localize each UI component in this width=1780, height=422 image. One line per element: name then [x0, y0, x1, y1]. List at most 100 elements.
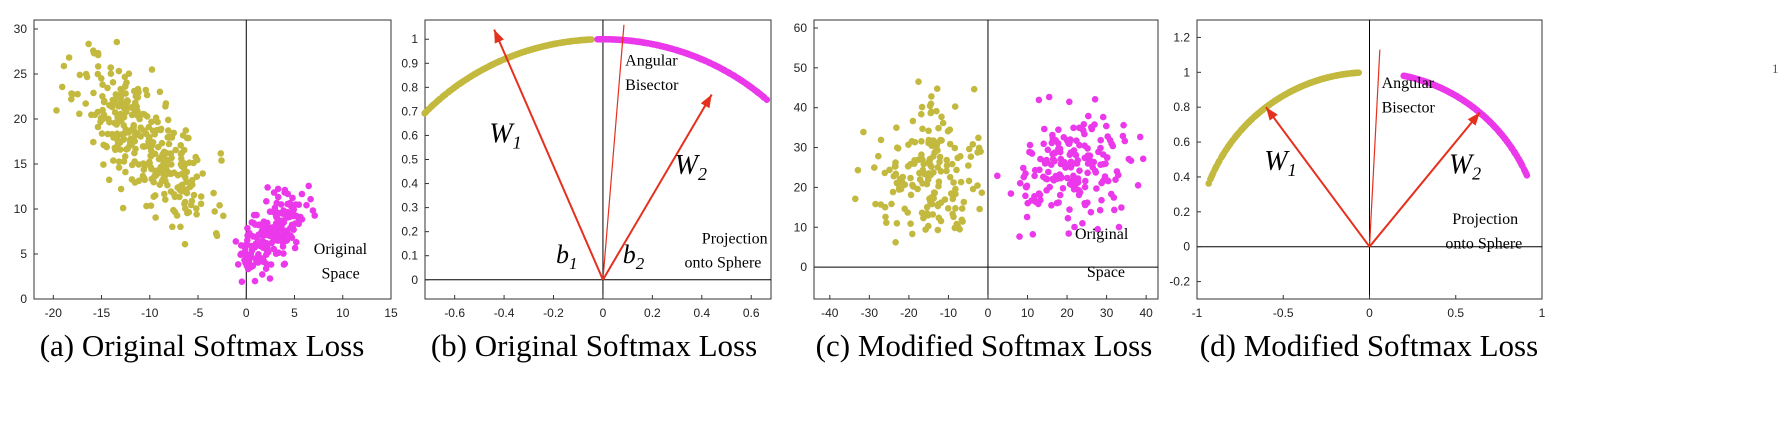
data-point-olive — [154, 118, 161, 126]
data-point-olive — [100, 161, 107, 168]
data-point-magenta — [273, 214, 281, 221]
y-tick-label: 0.4 — [1173, 170, 1190, 184]
data-point-olive — [110, 157, 117, 164]
data-point-olive — [131, 158, 138, 165]
y-tick-label: 50 — [794, 61, 808, 75]
data-point-olive — [934, 147, 941, 154]
data-point-olive — [918, 110, 925, 118]
data-point-olive — [139, 143, 147, 150]
weight-vector-arrow — [602, 94, 713, 281]
data-point-magenta — [1046, 183, 1053, 191]
data-point-olive — [892, 170, 900, 178]
data-point-magenta — [1104, 133, 1111, 140]
data-point-magenta — [1059, 185, 1067, 192]
data-point-magenta — [295, 214, 302, 222]
data-point-olive — [854, 166, 862, 174]
data-point-magenta — [277, 201, 285, 208]
annotation-text: Angular — [625, 53, 678, 70]
y-tick-label: 20 — [14, 112, 28, 126]
y-tick-label: 0.6 — [401, 128, 418, 142]
data-point-olive — [978, 189, 986, 196]
data-point-olive — [943, 167, 950, 175]
x-tick-label: 1 — [1539, 306, 1546, 320]
data-point-olive — [90, 89, 97, 97]
data-point-magenta — [244, 224, 251, 232]
data-point-olive — [886, 166, 893, 174]
data-point-olive — [166, 133, 174, 141]
data-point-magenta — [1081, 200, 1088, 207]
data-point-olive — [83, 73, 91, 81]
data-point-olive — [918, 155, 925, 163]
data-point-olive — [120, 104, 128, 111]
data-point-olive — [139, 172, 147, 180]
data-point-olive — [169, 223, 176, 231]
data-point-magenta — [286, 199, 294, 207]
data-point-olive — [161, 190, 168, 198]
data-point-olive — [147, 202, 155, 209]
data-point-olive — [896, 175, 904, 182]
data-point-olive — [65, 54, 73, 61]
y-tick-label: 1.2 — [1173, 30, 1190, 44]
data-point-olive — [975, 144, 983, 152]
data-point-olive — [58, 83, 66, 91]
y-tick-label: 40 — [794, 101, 808, 115]
data-point-olive — [131, 132, 139, 139]
data-point-magenta — [241, 245, 249, 252]
y-tick-label: 0.6 — [1173, 135, 1190, 149]
y-tick-label: 0.7 — [401, 104, 418, 118]
x-tick-label: -20 — [900, 306, 918, 320]
data-point-olive — [74, 90, 81, 98]
data-point-olive — [117, 185, 125, 193]
data-point-olive — [183, 134, 191, 142]
arrow-head — [700, 94, 712, 109]
data-point-olive — [889, 188, 897, 196]
data-point-olive — [920, 160, 927, 168]
data-point-magenta — [1035, 96, 1043, 104]
data-point-olive — [957, 178, 965, 186]
x-tick-label: 0 — [243, 306, 250, 320]
data-point-olive — [909, 230, 916, 238]
data-point-olive — [909, 181, 916, 189]
panel-caption: (b) Original Softmax Loss — [431, 328, 757, 363]
x-tick-label: -15 — [93, 306, 111, 320]
data-point-olive — [105, 176, 113, 184]
data-point-magenta — [1069, 177, 1076, 184]
data-point-magenta — [1134, 182, 1142, 189]
data-point-magenta — [269, 208, 277, 216]
data-point-magenta — [309, 207, 317, 214]
data-point-olive — [217, 150, 225, 157]
data-point-olive — [120, 136, 127, 144]
panel-d-modified-softmax-sphere: -1 -0.5 0 0.5 1 -0.2 0 0.2 0.4 0.6 0.8 1 1.2 W1 W2 Angu… — [1169, 19, 1546, 363]
data-point-olive — [164, 116, 172, 124]
data-point-olive — [174, 171, 182, 179]
data-point-magenta — [1064, 174, 1071, 182]
data-point-olive — [104, 130, 112, 138]
data-point-olive — [160, 175, 168, 183]
data-point-magenta — [275, 235, 283, 242]
data-point-olive — [159, 153, 166, 160]
data-point-magenta — [1072, 151, 1080, 159]
data-point-magenta — [1081, 183, 1089, 191]
data-point-magenta — [1074, 175, 1082, 182]
data-point-magenta — [1091, 121, 1098, 128]
data-point-olive — [192, 153, 199, 161]
data-point-magenta — [1102, 160, 1109, 167]
data-point-olive — [156, 88, 164, 96]
data-point-olive — [123, 146, 130, 153]
data-point-olive — [928, 93, 935, 100]
data-point-magenta — [276, 222, 283, 229]
data-point-magenta — [298, 190, 306, 198]
data-point-magenta — [1041, 125, 1048, 133]
data-point-magenta — [291, 244, 299, 252]
data-point-olive — [950, 179, 957, 186]
data-point-olive — [907, 220, 914, 227]
data-point-magenta — [1087, 208, 1095, 216]
data-point-olive — [901, 205, 908, 213]
data-point-olive — [960, 198, 968, 206]
data-point-magenta — [1062, 164, 1069, 171]
data-point-magenta — [245, 253, 252, 260]
data-point-magenta — [232, 238, 240, 245]
x-tick-label: 0.4 — [693, 306, 710, 320]
stray-mark: 1 — [1772, 61, 1779, 76]
data-point-magenta — [1007, 190, 1015, 197]
